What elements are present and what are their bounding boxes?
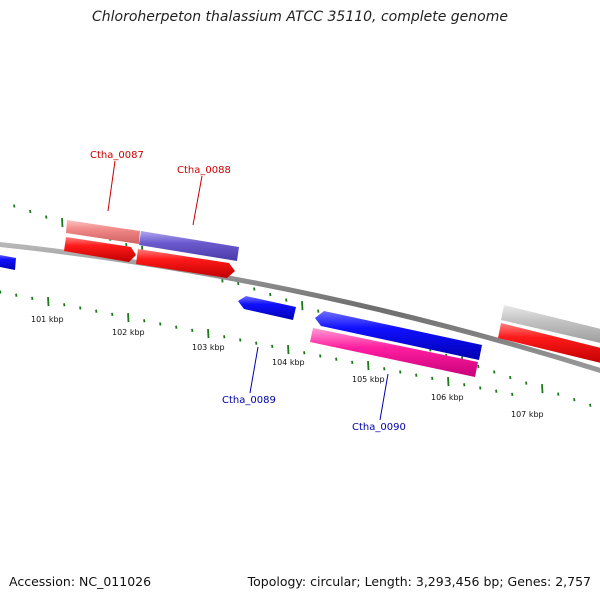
lower-minor-tick [383,367,386,371]
lower-minor-tick [415,373,418,377]
lower-major-tick [207,329,210,339]
cog-band-right-gray[interactable] [501,305,600,344]
upper-minor-tick [125,243,128,247]
gene-label-ctha-0088[interactable]: Ctha_0088 [177,165,231,176]
lower-minor-tick [175,325,178,329]
upper-minor-tick [237,281,240,286]
gene-label-ctha-0087[interactable]: Ctha_0087 [90,150,144,161]
leader-line-ctha-0088 [192,175,203,226]
lower-minor-tick [463,383,466,387]
upper-minor-tick [13,204,16,208]
lower-minor-tick [431,376,434,381]
upper-minor-tick [525,381,528,385]
leader-line-ctha-0087 [107,160,116,212]
lower-minor-tick [63,303,66,307]
upper-major-tick [301,301,304,311]
scale-label-106kbp: 106 kbp [431,393,464,402]
scale-label-107kbp: 107 kbp [511,410,544,419]
lower-major-tick [47,297,50,307]
upper-minor-tick [509,375,512,380]
upper-minor-tick [285,298,288,302]
lower-tick-row [0,290,514,397]
lower-minor-tick [79,306,82,310]
lower-minor-tick [0,290,2,294]
upper-minor-tick [589,403,592,407]
lower-minor-tick [335,357,338,361]
lower-minor-tick [15,293,18,297]
cds-arrow-ctha-0089[interactable] [238,296,296,320]
upper-minor-tick [269,292,272,297]
lower-minor-tick [191,328,194,333]
scale-label-101kbp: 101 kbp [31,315,64,324]
cds-arrow-right-forward[interactable] [498,323,600,364]
lower-minor-tick [111,312,114,317]
lower-minor-tick [159,322,162,326]
upper-minor-tick [493,370,496,374]
lower-minor-tick [31,296,34,301]
lower-major-tick [447,377,450,387]
upper-major-tick [61,218,64,228]
lower-major-tick [367,361,370,371]
scale-label-105kbp: 105 kbp [352,375,385,384]
upper-minor-tick [29,209,32,214]
upper-minor-tick [253,287,256,291]
upper-minor-tick [45,215,48,219]
lower-minor-tick [95,309,98,313]
upper-minor-tick [557,392,560,396]
cds-arrow-left-reverse[interactable] [0,254,16,270]
lower-major-tick [127,313,130,323]
leader-line-ctha-0089 [249,346,259,394]
cds-arrow-ctha-0090[interactable] [315,311,482,360]
upper-minor-tick [477,364,480,369]
gene-label-ctha-0090[interactable]: Ctha_0090 [352,422,406,433]
cds-arrow-ctha-0088[interactable] [136,249,235,278]
scale-label-103kbp: 103 kbp [192,343,225,352]
lower-minor-tick [319,354,322,358]
lower-minor-tick [143,319,146,323]
lower-major-tick [287,345,290,355]
lower-minor-tick [271,344,274,349]
lower-minor-tick [303,351,306,355]
scale-label-104kbp: 104 kbp [272,358,305,367]
scale-label-102kbp: 102 kbp [112,328,145,337]
upper-major-tick [541,384,544,394]
cog-band-ctha-0087[interactable] [66,220,140,244]
gene-label-ctha-0089[interactable]: Ctha_0089 [222,395,276,406]
leader-line-ctha-0090 [379,373,389,421]
upper-minor-tick [317,309,320,313]
genome-backbone [0,242,600,374]
lower-minor-tick [351,360,354,365]
lower-minor-tick [239,338,242,342]
lower-minor-tick [495,389,498,393]
cog-band-ctha-0090[interactable] [310,328,478,377]
cds-arrow-ctha-0087[interactable] [64,237,136,262]
accession-text: Accession: NC_011026 [9,574,152,589]
lower-minor-tick [511,392,514,397]
lower-minor-tick [255,341,258,345]
lower-minor-tick [479,386,482,390]
upper-minor-tick [573,398,576,402]
lower-minor-tick [399,370,402,374]
lower-minor-tick [223,335,226,339]
map-title: Chloroherpeton thalassium ATCC 35110, co… [92,9,508,25]
genome-summary-text: Topology: circular; Length: 3,293,456 bp… [247,574,591,589]
cog-band-ctha-0088[interactable] [139,231,239,261]
